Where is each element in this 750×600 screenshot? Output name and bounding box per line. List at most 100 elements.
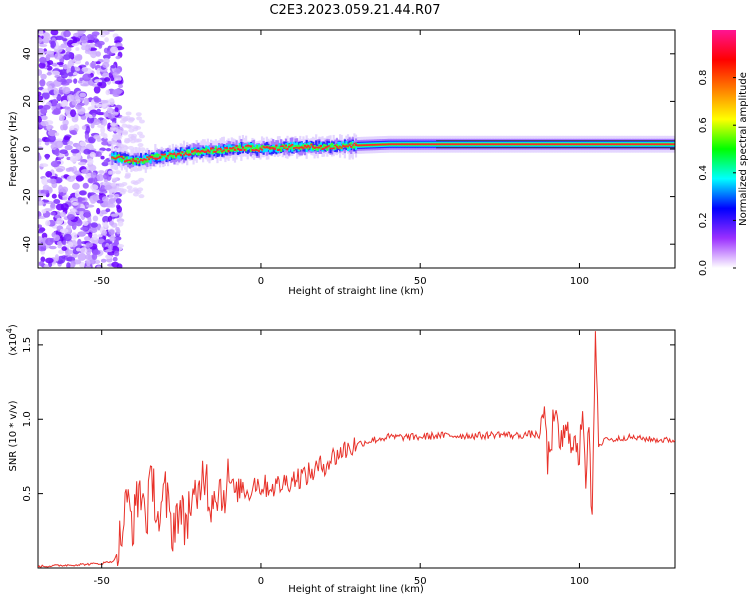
ridge-cell xyxy=(225,148,229,153)
ridge-cell xyxy=(154,157,157,160)
ridge-cell xyxy=(214,150,217,153)
noise-speckle xyxy=(118,183,125,188)
noise-speckle xyxy=(90,222,98,228)
ridge-cell xyxy=(482,143,485,146)
ridge-cell xyxy=(354,143,358,146)
ridge-cell xyxy=(609,143,612,146)
noise-speckle xyxy=(90,99,96,107)
ridge-cell xyxy=(232,147,235,152)
noise-speckle xyxy=(38,236,44,244)
ridge-cell xyxy=(655,143,659,146)
ridge-cell xyxy=(162,154,165,156)
ridge-cell xyxy=(423,143,426,146)
ridge-cell xyxy=(663,143,667,146)
noise-speckle xyxy=(67,241,74,248)
noise-speckle xyxy=(109,98,115,103)
noise-speckle xyxy=(38,43,48,48)
ridge-cell xyxy=(272,147,275,150)
noise-speckle xyxy=(105,89,111,96)
ridge-cell xyxy=(487,143,490,146)
ridge-cell xyxy=(331,143,334,150)
noise-speckle xyxy=(87,158,94,165)
noise-speckle xyxy=(108,194,115,199)
ridge-cell xyxy=(359,144,362,147)
noise-speckle xyxy=(104,77,111,82)
ridge-cell xyxy=(636,143,639,146)
noise-speckle xyxy=(48,245,57,250)
x-tick-label: 100 xyxy=(570,276,589,287)
noise-speckle xyxy=(38,199,45,206)
ridge-cell xyxy=(453,143,456,146)
ridge-cell xyxy=(146,156,149,159)
noise-speckle xyxy=(41,177,49,186)
noise-speckle xyxy=(107,30,116,33)
ridge-cell xyxy=(581,143,584,146)
ridge-cell xyxy=(585,143,589,146)
noise-speckles xyxy=(38,30,147,268)
noise-speckle xyxy=(40,256,46,263)
ridge-cell xyxy=(221,150,224,153)
ridge-cell xyxy=(252,147,256,151)
ridge-cell xyxy=(396,143,399,146)
noise-speckle xyxy=(70,65,75,74)
scale-factor-label: (x104) xyxy=(5,324,19,356)
ridge-cell xyxy=(176,152,179,155)
x-tick-label: 50 xyxy=(414,576,427,587)
ridge-cell xyxy=(111,153,114,158)
ridge-cell xyxy=(159,156,162,159)
noise-speckle xyxy=(116,204,121,210)
ridge-cell xyxy=(518,143,522,146)
noise-speckle xyxy=(101,229,107,236)
ridge-cell xyxy=(358,144,361,147)
ridge-cell xyxy=(221,146,224,153)
ridge-cell xyxy=(170,154,173,158)
noise-speckle xyxy=(100,33,106,38)
noise-speckle xyxy=(51,70,61,76)
ridge-cell xyxy=(324,146,327,149)
ridge-cell xyxy=(286,142,289,148)
ridge-cell xyxy=(608,143,611,146)
ridge-cell xyxy=(469,143,472,146)
ridge-cell xyxy=(335,143,338,147)
ridge-cell xyxy=(273,147,276,150)
ridge-cell xyxy=(542,143,546,146)
noise-speckle xyxy=(73,78,78,84)
ridge-cell xyxy=(428,143,431,146)
ridge-cell xyxy=(431,143,434,146)
spectrogram-panel: -50 0 50 100 -40 -20 0 20 40 Height of straight… xyxy=(8,29,676,297)
noise-speckle xyxy=(38,48,45,55)
noise-speckle xyxy=(102,118,108,126)
colorbar-tick-label: 0.8 xyxy=(698,70,709,86)
ridge-cell xyxy=(174,154,178,159)
y-tick-label: 20 xyxy=(22,95,33,108)
ridge-cell xyxy=(311,147,315,151)
ridge-cell xyxy=(149,155,152,159)
ridge-cell xyxy=(399,143,402,146)
noise-speckle xyxy=(103,159,109,164)
noise-speckle xyxy=(127,145,134,150)
noise-speckle xyxy=(115,226,120,232)
noise-speckle xyxy=(122,117,129,122)
ridge-cell xyxy=(574,143,577,146)
ridge-cell xyxy=(238,148,241,151)
noise-speckle xyxy=(138,119,145,124)
ridge-cell xyxy=(651,143,654,146)
bottom-y-axis-label: SNR (10 * v/v) xyxy=(8,400,19,471)
ridge-cell xyxy=(450,143,453,146)
noise-speckle xyxy=(125,111,132,116)
ridge-cell xyxy=(560,143,563,146)
ridge-cell xyxy=(639,143,643,146)
ridge-cell xyxy=(589,143,592,146)
noise-speckle xyxy=(80,83,89,87)
ridge-cell xyxy=(313,144,316,148)
noise-speckle xyxy=(54,53,63,60)
noise-speckle xyxy=(117,130,124,135)
ridge-cell xyxy=(251,144,254,149)
noise-speckle xyxy=(90,172,97,179)
ridge-cell xyxy=(147,158,151,161)
ridge-cell xyxy=(434,143,437,146)
noise-speckle xyxy=(101,140,109,146)
noise-speckle xyxy=(127,189,134,194)
noise-speckle xyxy=(97,238,105,244)
ridge-cell xyxy=(326,146,329,148)
